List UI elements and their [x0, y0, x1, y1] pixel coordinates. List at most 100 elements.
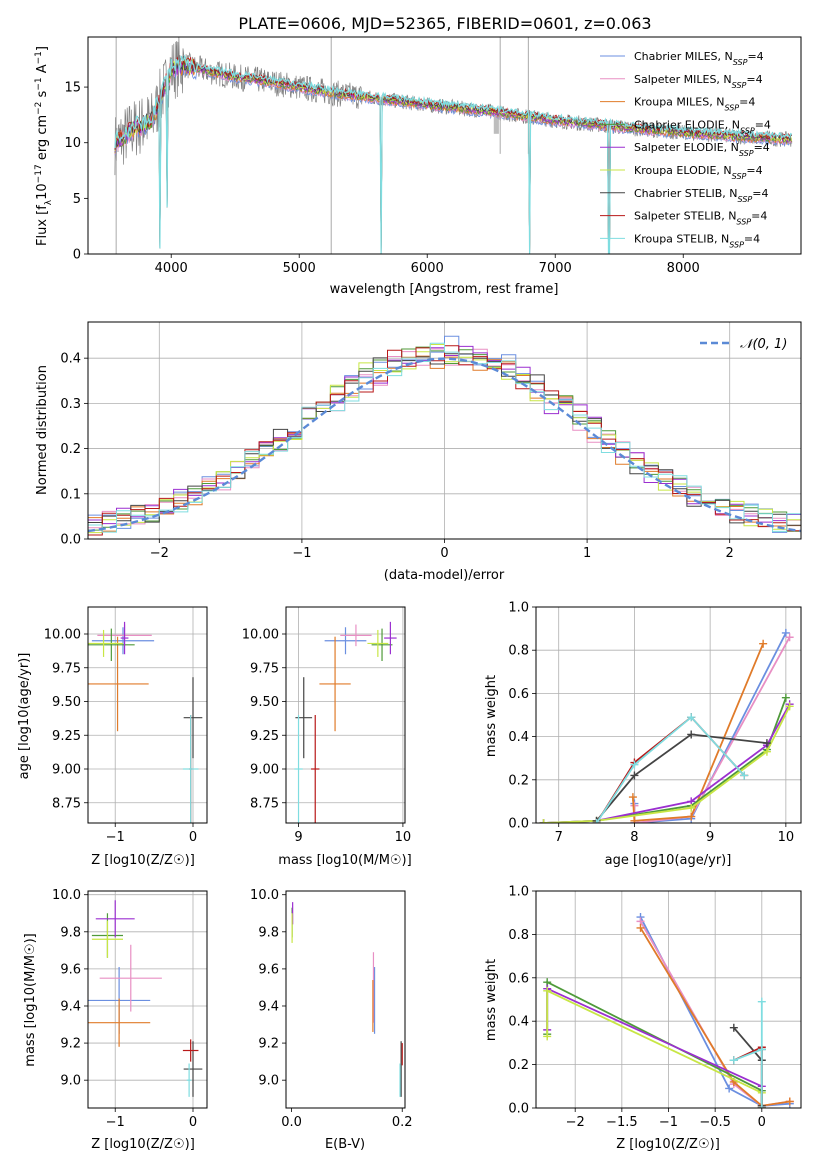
model-spectrum-chabrier-elodie: [114, 59, 793, 254]
y-tick-label: 15: [64, 81, 81, 96]
legend-sub: SSP: [739, 149, 754, 158]
x-tick-label: 0: [189, 1115, 197, 1130]
x-tick-label: 0: [758, 1115, 766, 1130]
series-marker: [630, 816, 639, 823]
y-tick-label: 9.6: [258, 962, 279, 977]
legend: 𝒩(0, 1): [700, 337, 787, 352]
legend-suffix: =4: [754, 141, 770, 154]
y-axis-label: mass weight: [484, 959, 499, 1041]
legend-suffix: =4: [744, 232, 760, 245]
y-tick-label: 0.4: [508, 730, 529, 745]
axes-frame: [87, 36, 802, 255]
legend-entry: Chabrier STELIB, NSSP=4: [634, 187, 768, 204]
series-line: [595, 715, 745, 823]
y-tick-label: 1.0: [508, 601, 529, 616]
x-axis-label: mass [log10(M/M☉)]: [278, 853, 411, 868]
panel-mass-vs-EBV: 0.0 0.2 9.0 9.2 9.4 9.6 9.8 10.0 E(B-V): [250, 888, 413, 1152]
series-marker: [725, 1084, 734, 1093]
x-tick-label: 10: [395, 830, 412, 845]
histogram-kroupa-stelib: [88, 342, 801, 533]
y-tick-label: 9.8: [258, 925, 279, 940]
y-axis-label-part: erg cm: [35, 115, 50, 164]
y-tick-label: 9.4: [60, 999, 81, 1014]
y-tick-label: 0.2: [508, 1058, 529, 1073]
series-line: [595, 733, 768, 822]
legend-label: Kroupa MILES, N: [634, 96, 724, 109]
model-spectrum-salpeter-miles: [114, 61, 793, 254]
y-tick-label: 0.8: [508, 928, 529, 943]
x-tick-label: −1.5: [606, 1115, 638, 1130]
series-chabrier-elodie: [543, 978, 766, 1108]
errorbar-point-kroupa-stelib: [186, 1063, 192, 1097]
series-marker: [687, 803, 696, 812]
y-tick-label: 10.0: [250, 888, 279, 903]
y-tick-label: 9.00: [52, 763, 81, 778]
y-tick-label: 0.4: [508, 1015, 529, 1030]
legend-entry: Kroupa ELODIE, NSSP=4: [634, 164, 763, 181]
plot-area: [88, 335, 801, 536]
y-tick-label: 1.0: [508, 885, 529, 900]
x-tick-label: −1: [106, 830, 125, 845]
series-marker: [757, 1045, 766, 1054]
y-tick-label: 10.00: [242, 628, 279, 643]
errorbar-point-chabrier-stelib: [183, 1041, 203, 1097]
y-tick-label: 0.1: [60, 487, 81, 502]
errorbar-point-salpeter-miles: [340, 624, 372, 647]
y-tick-label: 8.75: [250, 796, 279, 811]
axes-frame: [535, 890, 802, 1109]
x-tick-label: −1: [659, 1115, 678, 1130]
errorbar-point-salpeter-stelib: [311, 715, 320, 823]
x-tick-label: −2: [566, 1115, 585, 1130]
legend-sub: SSP: [729, 240, 744, 249]
series-marker: [539, 819, 548, 823]
series-chabrier-stelib: [592, 730, 771, 823]
series-line: [639, 927, 790, 1107]
y-axis-label: Flux [fλ10−17 erg cm−2 s−1 A−1]: [34, 46, 54, 246]
y-tick-label: 0.4: [60, 352, 81, 367]
legend-entry: 𝒩(0, 1): [740, 337, 787, 352]
y-axis-label-part: s: [35, 90, 50, 101]
y-tick-label: 9.0: [258, 1074, 279, 1089]
y-tick-label: 9.25: [250, 729, 279, 744]
errorbar-point-salpeter-miles: [99, 944, 162, 1012]
legend-suffix: =4: [755, 118, 771, 131]
errorbar-point-chabrier-stelib: [183, 677, 203, 759]
y-axis-label-part: 10: [35, 183, 50, 200]
series-marker: [785, 1097, 794, 1106]
series-line: [632, 643, 764, 822]
legend-sub: SSP: [740, 126, 755, 135]
series-marker: [762, 739, 771, 748]
legend-sub: SSP: [724, 103, 739, 112]
x-tick-label: 1: [583, 546, 591, 561]
plot-area: [88, 621, 203, 823]
x-tick-label: 0.2: [392, 1115, 413, 1130]
series-marker: [781, 693, 790, 702]
x-tick-label: 2: [726, 546, 734, 561]
x-axis-label: (data-model)/error: [384, 568, 505, 583]
x-tick-label: 9: [706, 830, 714, 845]
series-line: [543, 703, 791, 823]
panel-mass-weight-vs-age: 7 8 9 10 0.0 0.2 0.4 0.6 0.8 1.0 age [log10(age/yr…: [484, 601, 802, 868]
series-marker: [757, 1104, 766, 1108]
axes-frame: [285, 606, 406, 824]
legend-label: Chabrier ELODIE, N: [634, 118, 740, 131]
legend-sub: SSP: [732, 80, 747, 89]
errorbar-point-chabrier-elodie: [371, 628, 393, 661]
legend-entry: Chabrier ELODIE, NSSP=4: [634, 118, 771, 135]
series-marker: [636, 923, 645, 932]
x-axis-label: Z [log10(Z/Z☉)]: [91, 853, 195, 868]
y-axis-label-part: Flux [f: [35, 205, 50, 246]
y-tick-label: 9.0: [60, 1074, 81, 1089]
legend-suffix: =4: [752, 187, 768, 200]
panel-mass-weight-vs-Z: −2 −1.5 −1 −0.5 0 0.0 0.2 0.4 0.6 0.8 1.0 Z [log10(…: [484, 885, 802, 1152]
series-line: [633, 636, 791, 823]
y-axis-label-part: −17: [34, 164, 44, 183]
series-chabrier-stelib: [729, 1023, 766, 1108]
plot-area: [114, 37, 793, 254]
axes-frame: [285, 890, 406, 1109]
y-tick-label: 9.25: [52, 729, 81, 744]
series-line: [595, 715, 745, 823]
y-tick-label: 0.6: [508, 971, 529, 986]
